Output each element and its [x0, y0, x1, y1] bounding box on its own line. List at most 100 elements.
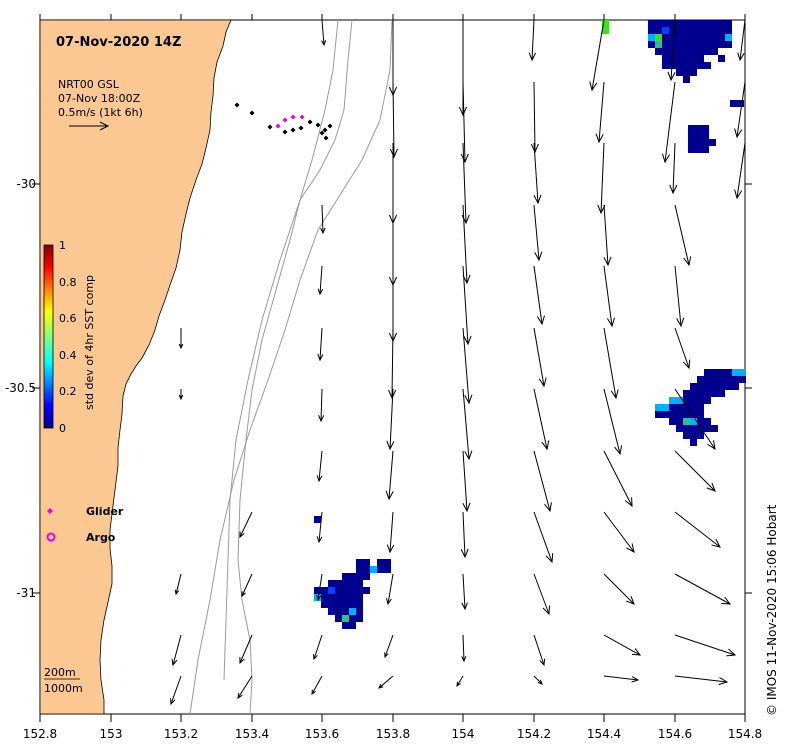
sst-cell — [697, 27, 704, 34]
sst-cell — [676, 62, 683, 69]
current-arrow — [664, 81, 676, 163]
current-arrow-head — [595, 133, 604, 144]
sst-cell — [655, 404, 662, 411]
current-arrow-head — [458, 106, 468, 117]
sst-cell — [711, 20, 718, 27]
sst-cell — [669, 27, 676, 34]
current-arrow — [674, 511, 721, 548]
current-arrow — [674, 388, 716, 450]
sst-cell — [349, 587, 356, 594]
current-arrow — [391, 327, 394, 399]
sst-cell — [349, 594, 356, 601]
current-arrow-head — [389, 148, 398, 159]
sst-cell — [688, 132, 695, 139]
current-arrow — [533, 204, 540, 261]
current-arrow-head — [545, 553, 554, 564]
sst-cell — [690, 20, 697, 27]
sst-cell — [702, 125, 709, 132]
current-arrow-head — [534, 251, 543, 262]
sst-cell — [697, 418, 704, 425]
sst-cell — [669, 41, 676, 48]
sst-cell — [363, 559, 370, 566]
sst-cell — [676, 418, 683, 425]
sst-cell — [683, 69, 690, 76]
sst-cell — [602, 20, 609, 34]
sst-cell — [690, 27, 697, 34]
x-tick-label: 153 — [100, 727, 123, 741]
current-arrow — [321, 19, 325, 46]
sst-cell — [676, 404, 683, 411]
sst-cell — [356, 559, 363, 566]
glider-point — [307, 119, 313, 125]
current-arrow — [533, 675, 543, 685]
current-arrow-head — [463, 335, 472, 346]
current-arrow-head — [683, 256, 692, 267]
glider-point — [282, 117, 288, 123]
current-arrow-head — [456, 681, 461, 688]
sst-cell — [690, 69, 697, 76]
sst-cell — [349, 615, 356, 622]
current-arrow — [603, 327, 617, 399]
current-arrow-head — [386, 544, 395, 554]
sst-cell — [662, 27, 669, 34]
sst-cell — [342, 580, 349, 587]
current-arrow — [239, 511, 253, 538]
current-arrow — [388, 450, 394, 500]
sst-cell — [669, 418, 676, 425]
sst-cell — [725, 376, 732, 383]
current-arrow-head — [721, 596, 732, 605]
sst-cell — [690, 41, 697, 48]
sst-cell — [704, 34, 711, 41]
sst-cell — [695, 132, 702, 139]
current-arrow — [533, 142, 539, 204]
current-arrow-head — [539, 658, 546, 667]
glider-point — [315, 122, 321, 128]
current-arrow — [672, 142, 676, 194]
current-arrow-head — [541, 440, 550, 451]
sst-cell — [711, 425, 718, 432]
sst-cell — [718, 20, 725, 27]
sst-cell — [655, 27, 662, 34]
sst-cell — [697, 34, 704, 41]
sst-cell — [683, 404, 690, 411]
colorbar-tick: 0.2 — [59, 385, 77, 398]
current-arrow — [389, 511, 394, 553]
current-arrow-head — [171, 658, 178, 667]
current-arrow — [462, 81, 466, 163]
x-tick-label: 153.6 — [305, 727, 339, 741]
current-arrow — [603, 450, 633, 507]
current-arrow — [462, 142, 467, 224]
sst-cell — [662, 34, 669, 41]
sst-cell — [648, 41, 655, 48]
sst-cell — [683, 62, 690, 69]
sst-cell — [711, 390, 718, 397]
current-vectors — [170, 19, 746, 706]
sst-cell — [356, 573, 363, 580]
glider-point — [267, 124, 273, 130]
current-arrow — [462, 388, 470, 460]
legend-scale: 0.5m/s (1kt 6h) — [58, 106, 143, 119]
sst-cell — [349, 622, 356, 629]
sst-cell — [725, 383, 732, 390]
sst-cell — [690, 425, 697, 432]
sst-cell — [328, 608, 335, 615]
current-arrow — [603, 204, 609, 266]
sst-cell — [718, 34, 725, 41]
sst-cell — [690, 62, 697, 69]
current-arrow — [456, 675, 464, 687]
sst-cell — [683, 418, 690, 425]
current-arrow — [533, 450, 551, 512]
current-arrow — [603, 388, 621, 455]
current-arrow — [239, 634, 253, 664]
sst-stddev-patches — [314, 20, 746, 629]
sst-cell — [711, 48, 718, 55]
current-arrow — [674, 204, 690, 266]
current-arrow-head — [706, 482, 716, 492]
sst-cell — [342, 615, 349, 622]
glider-legend-marker — [47, 508, 53, 514]
sst-cell — [704, 376, 711, 383]
sst-cell — [363, 587, 370, 594]
current-arrow-head — [542, 605, 551, 616]
sst-cell — [662, 404, 669, 411]
current-arrow-head — [718, 677, 729, 686]
